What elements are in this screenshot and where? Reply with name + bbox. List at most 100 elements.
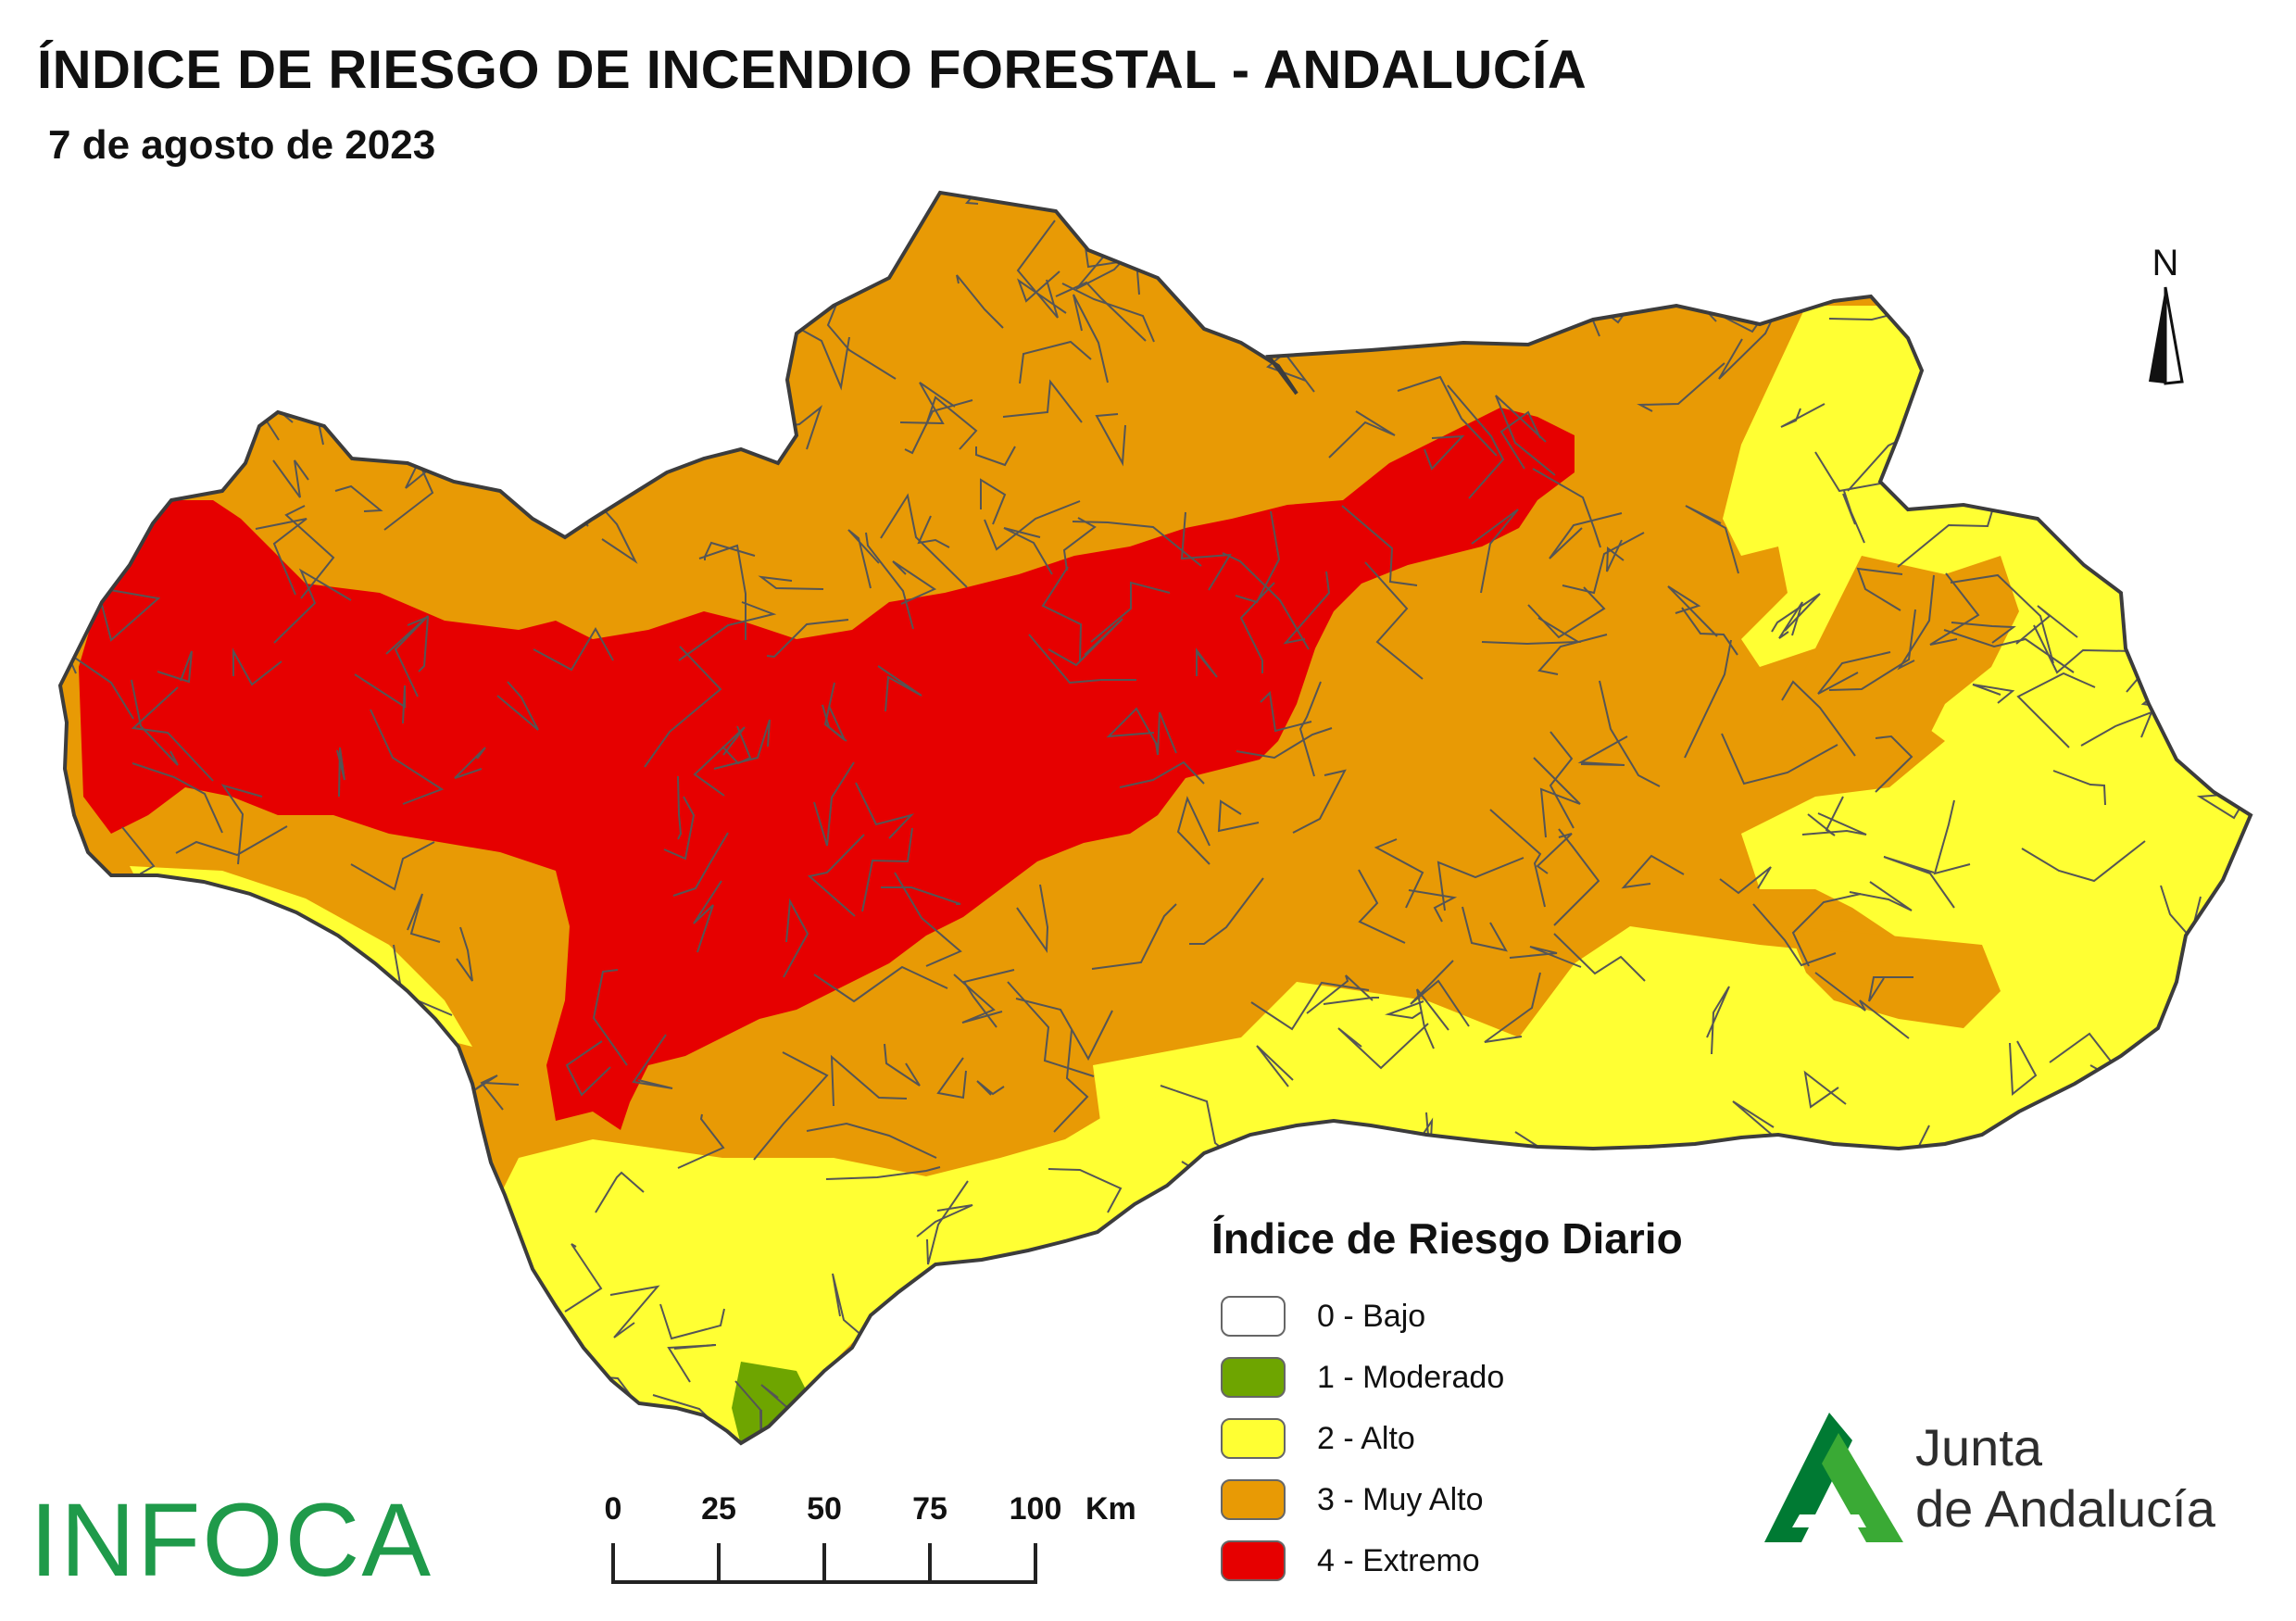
municipal-boundary-line	[2136, 1301, 2235, 1344]
municipal-boundary-line	[105, 1029, 173, 1118]
municipal-boundary-line	[1098, 193, 1148, 258]
municipal-boundary-line	[1731, 1243, 1783, 1352]
municipal-boundary-line	[131, 679, 179, 766]
zone-muy-alto-east	[1778, 556, 2019, 760]
municipal-boundary-line	[926, 1180, 969, 1265]
municipal-boundary-line	[1740, 94, 1816, 188]
municipal-boundary-line	[1495, 395, 1556, 476]
municipal-boundary-line	[1747, 1326, 1766, 1395]
municipal-boundary-line	[2052, 770, 2106, 806]
municipal-boundary-line	[1978, 193, 2026, 244]
municipal-boundary-line	[1509, 946, 1582, 968]
municipal-boundary-line	[1002, 379, 1083, 423]
municipal-boundary-line	[0, 1062, 56, 1122]
municipal-boundary-line	[275, 930, 315, 974]
municipal-boundary-line	[1140, 1252, 1213, 1294]
municipal-boundary-line	[1975, 1350, 2028, 1412]
municipal-boundary-line	[236, 212, 278, 333]
legend-item: 3 - Muy Alto	[1221, 1469, 1683, 1530]
municipal-boundary-line	[1410, 960, 1470, 1027]
municipal-boundary-line	[1048, 1301, 1081, 1361]
municipal-boundary-line	[1189, 877, 1264, 945]
municipal-boundary-line	[392, 362, 452, 440]
municipal-boundary-line	[2097, 193, 2190, 212]
municipal-boundary-line	[1424, 434, 1465, 471]
municipal-boundary-line	[256, 245, 293, 275]
municipal-boundary-line	[193, 1100, 244, 1138]
municipal-boundary-line	[847, 529, 880, 589]
municipal-boundary-line	[1283, 571, 1331, 645]
municipal-boundary-line	[1481, 617, 1582, 646]
legend-swatch	[1221, 1418, 1286, 1459]
municipal-boundary-line	[1549, 512, 1623, 559]
municipal-boundary-line	[536, 403, 634, 446]
municipal-boundary-line	[975, 446, 1016, 467]
municipal-boundary-line	[1084, 240, 1140, 295]
municipal-boundary-line	[454, 747, 486, 779]
legend-item: 0 - Bajo	[1221, 1286, 1683, 1347]
scale-tick	[822, 1543, 826, 1584]
municipal-boundary-line	[86, 1175, 177, 1269]
municipal-boundary-line	[1928, 1219, 1964, 1246]
municipal-boundary-line	[1943, 629, 2075, 673]
municipal-boundary-line	[1803, 1070, 1847, 1109]
municipal-boundary-line	[1106, 707, 1158, 746]
legend-label: 1 - Moderado	[1317, 1359, 1505, 1395]
municipal-boundary-line	[1868, 976, 1913, 1002]
municipal-boundary-line	[964, 193, 1035, 205]
municipal-boundary-line	[296, 983, 342, 1049]
municipal-boundary-line	[1073, 294, 1109, 383]
municipal-boundary-line	[2021, 840, 2146, 883]
municipal-boundary-line	[1337, 1023, 1429, 1070]
municipal-boundary-line	[2041, 441, 2086, 470]
municipal-boundary-line	[1003, 527, 1053, 575]
municipal-boundary-line	[1897, 574, 1935, 671]
legend-item: 2 - Alto	[1221, 1408, 1683, 1469]
municipal-boundary-line	[1548, 1155, 1591, 1206]
municipal-boundary-line	[1111, 222, 1126, 252]
municipal-boundary-line	[2208, 716, 2251, 754]
municipal-boundary-line	[734, 255, 800, 269]
municipal-boundary-line	[1549, 731, 1575, 829]
municipal-boundary-line	[370, 709, 445, 805]
municipal-boundary-line	[565, 1040, 611, 1097]
municipal-boundary-line	[282, 1100, 345, 1165]
municipal-boundary-line	[1323, 997, 1379, 1005]
zone-alto-south	[500, 1093, 1167, 1443]
municipal-boundary-line	[382, 222, 439, 307]
municipal-boundary-line	[541, 1410, 615, 1443]
municipal-boundary-line	[1791, 893, 1862, 967]
municipal-boundary-line	[327, 1277, 364, 1327]
junta-andalucia-logo-icon	[1764, 1413, 1903, 1542]
municipal-boundary-line	[1028, 634, 1136, 685]
municipal-boundary-line	[1918, 1257, 2020, 1325]
municipal-boundary-line	[842, 1379, 968, 1443]
scale-tick	[1034, 1543, 1037, 1584]
municipal-boundary-line	[1091, 903, 1177, 970]
municipal-boundary-line	[533, 626, 614, 672]
municipal-boundary-line	[1016, 270, 1067, 314]
municipal-boundary-line	[825, 1166, 941, 1180]
municipal-boundary-line	[1019, 340, 1092, 384]
municipal-boundary-line	[1562, 532, 1645, 595]
municipal-boundary-line	[1536, 833, 1573, 874]
municipal-boundary-line	[1858, 1246, 1916, 1294]
municipal-boundary-line	[899, 382, 956, 425]
municipal-boundary-line	[1447, 384, 1505, 499]
municipal-boundary-line	[1856, 567, 1903, 611]
municipal-boundary-line	[2046, 1120, 2095, 1168]
municipal-boundary-line	[1341, 505, 1418, 586]
municipal-boundary-line	[758, 575, 824, 590]
municipal-boundary-line	[861, 827, 913, 912]
legend-title: Índice de Riesgo Diario	[1211, 1214, 1683, 1263]
municipal-boundary-line	[1771, 593, 1821, 633]
municipal-boundary-line	[2033, 624, 2135, 674]
municipal-boundary-line	[131, 686, 214, 782]
municipal-boundary-line	[1299, 681, 1322, 777]
municipal-boundary-line	[1849, 881, 1913, 911]
municipal-boundary-line	[595, 1171, 645, 1213]
municipal-boundary-line	[2016, 672, 2096, 748]
municipal-boundary-line	[1364, 561, 1424, 680]
municipal-boundary-line	[865, 532, 914, 630]
municipal-boundary-line	[1041, 566, 1083, 662]
